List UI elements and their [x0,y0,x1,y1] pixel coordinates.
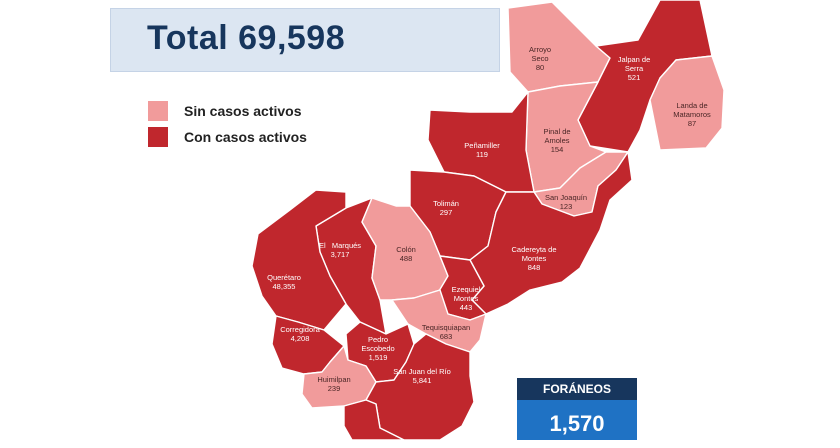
municipality-name: San Juan del Río [393,367,451,376]
municipality-name: Tequisquiapan [422,323,470,332]
legend: Sin casos activos Con casos activos [148,98,307,150]
foraneos-box: FORÁNEOS 1,570 [517,378,637,440]
municipality-name: El Marqués [319,241,361,250]
municipality-arroyo-seco [507,1,611,93]
municipality-name: Montes [454,294,479,303]
municipality-name: Peñamiller [464,141,500,150]
municipality-name: San Joaquín [545,193,587,202]
legend-label-active: Con casos activos [184,129,307,145]
municipality-name: Pedro [368,335,388,344]
municipality-name: Landa de [676,101,707,110]
municipality-cases: 521 [628,73,641,82]
municipality-name: Serra [625,64,644,73]
municipality-amealco [343,399,405,440]
municipality-cases: 4,208 [291,334,310,343]
municipality-cases: 848 [528,263,541,272]
municipality-name: Tolimán [433,199,459,208]
foraneos-value: 1,570 [517,400,637,440]
municipality-name: Colón [396,245,416,254]
municipality-cases: 1,519 [369,353,388,362]
municipality-landa [649,55,725,151]
municipality-cases: 154 [551,145,564,154]
municipality-huimilpan [301,345,377,409]
municipality-name: Escobedo [361,344,394,353]
municipality-name: Huimilpan [317,375,350,384]
municipality-name: Querétaro [267,273,301,282]
municipality-name: Ezequiel [452,285,481,294]
municipality-name: Corregidora [280,325,320,334]
municipality-name: Montes [522,254,547,263]
legend-item-inactive: Sin casos activos [148,98,307,124]
municipality-name: Jalpan de [618,55,651,64]
municipality-tequisquiapan [391,289,487,353]
municipality-cases: 3,717 [331,250,350,259]
municipality-cases: 297 [440,208,453,217]
municipality-cases: 443 [460,303,473,312]
municipality-cases: 488 [400,254,413,263]
total-banner: Total 69,598 [110,8,500,72]
municipality-cases: 683 [440,332,453,341]
total-cases: Total 69,598 [147,19,346,57]
legend-swatch-inactive [148,101,168,121]
municipality-name: Cadereyta de [511,245,556,254]
legend-swatch-active [148,127,168,147]
municipality-name: Matamoros [673,110,711,119]
foraneos-label: FORÁNEOS [517,378,637,400]
municipality-cases: 5,841 [413,376,432,385]
municipality-cases: 119 [476,150,488,159]
municipality-cases: 87 [688,119,696,128]
municipality-name: Amoles [544,136,569,145]
municipality-cases: 48,355 [273,282,296,291]
municipality-querétaro [251,189,347,331]
municipality-cases: 239 [328,384,341,393]
municipality-name: Arroyo [529,45,551,54]
municipality-name: Seco [531,54,548,63]
legend-label-inactive: Sin casos activos [184,103,302,119]
municipality-name: Pinal de [543,127,570,136]
municipality-cases: 80 [536,63,544,72]
municipality-cases: 123 [560,202,573,211]
legend-item-active: Con casos activos [148,124,307,150]
